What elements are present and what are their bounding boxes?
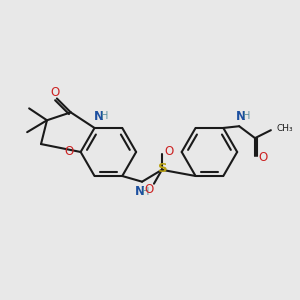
Text: O: O (50, 86, 59, 99)
Text: S: S (158, 162, 168, 175)
Text: H: H (142, 187, 150, 196)
Text: O: O (64, 146, 74, 158)
Text: CH₃: CH₃ (277, 124, 293, 133)
Text: N: N (135, 185, 145, 198)
Text: O: O (258, 152, 268, 164)
Text: N: N (236, 110, 246, 123)
Text: H: H (101, 111, 108, 121)
Text: O: O (144, 183, 154, 196)
Text: O: O (164, 146, 173, 158)
Text: N: N (94, 110, 103, 123)
Text: H: H (243, 111, 251, 121)
